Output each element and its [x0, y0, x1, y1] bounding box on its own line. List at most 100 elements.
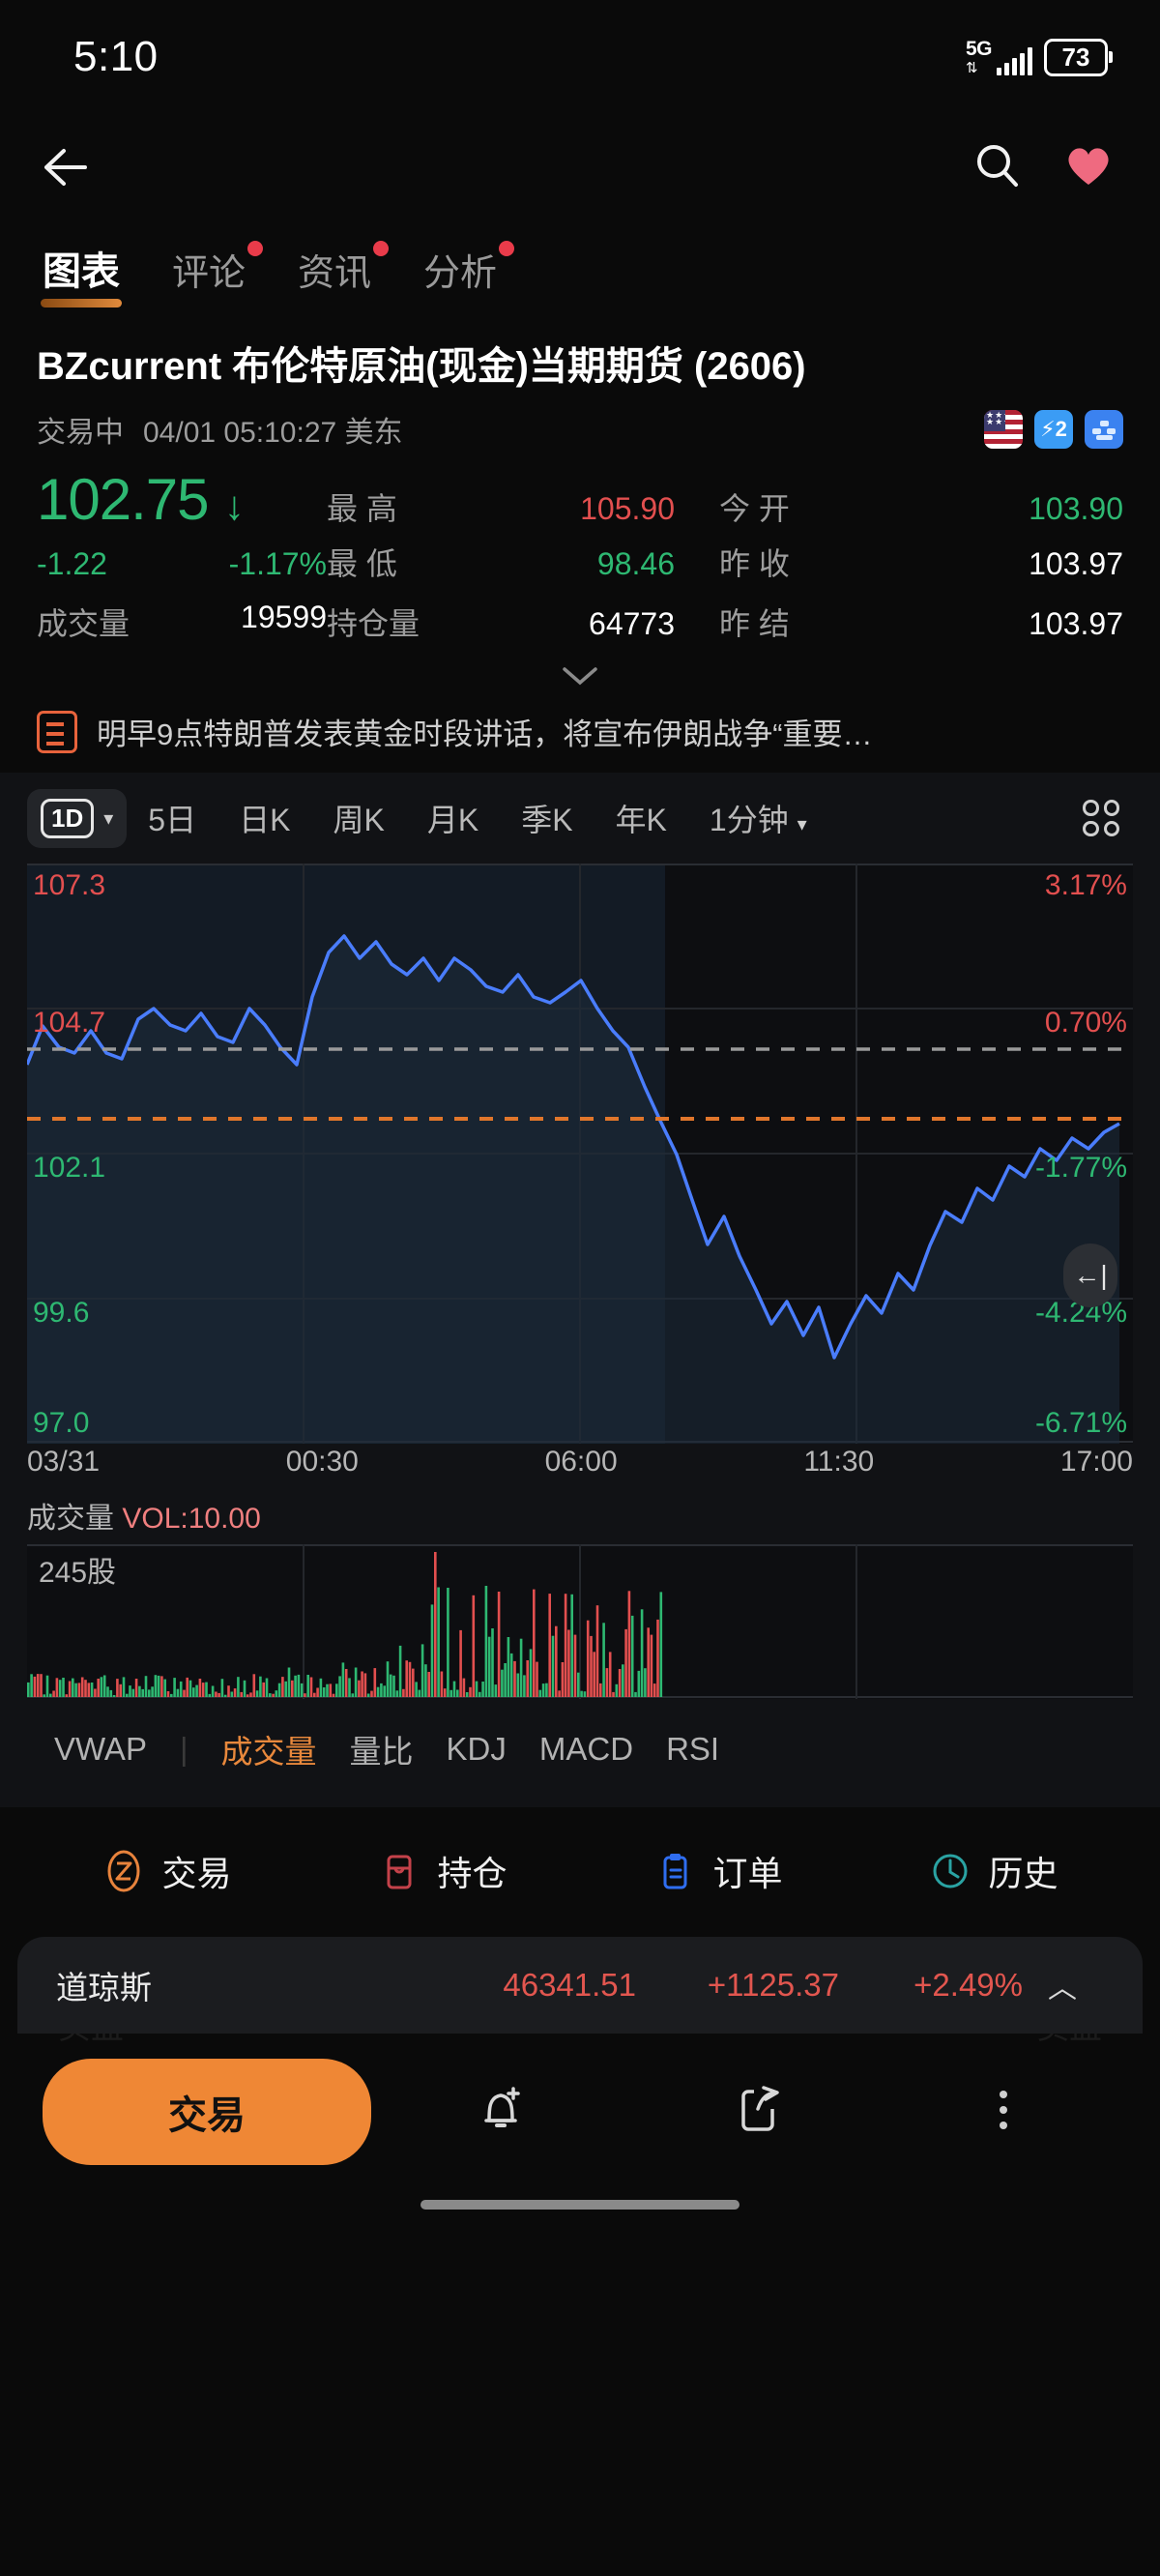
pct-tick-1: 0.70% — [1044, 1007, 1127, 1039]
y-tick-1: 104.7 — [33, 1007, 106, 1039]
indicator-vwap[interactable]: VWAP — [54, 1731, 147, 1767]
x-tick-3: 11:30 — [803, 1446, 875, 1478]
tab-comments-label: 评论 — [172, 253, 246, 294]
prev-close-label: 昨 收 — [719, 546, 790, 581]
action-position[interactable]: 持仓 — [377, 1846, 508, 1896]
grid-layout-icon[interactable] — [1083, 800, 1119, 836]
chevron-up-icon[interactable]: ︿ — [1048, 1973, 1077, 2005]
action-orders[interactable]: 订单 — [652, 1846, 783, 1896]
x-tick-1: 00:30 — [285, 1446, 359, 1478]
back-arrow-icon[interactable] — [37, 136, 99, 198]
search-icon[interactable] — [972, 140, 1023, 195]
bell-plus-icon[interactable] — [476, 2084, 526, 2141]
chart-card: 1D ▾ 5日 日K 周K 月K 季K 年K 1分钟 ▾ — [0, 773, 1160, 1807]
low-label: 最 低 — [327, 546, 397, 581]
instrument-status-row: 交易中 04/01 05:10:27 美东 ★★★★★★ ⚡2 — [0, 396, 1160, 451]
open-label: 今 开 — [719, 491, 790, 526]
volume-y-label: 245股 — [39, 1557, 117, 1589]
quote-row-change: -1.22 -1.17% 最 低 98.46 昨 收 103.97 — [37, 540, 1123, 600]
jump-to-latest-icon[interactable]: ←| — [1063, 1244, 1117, 1307]
section-tabs: 图表 评论 资讯 分析 — [0, 220, 1160, 309]
quote-panel: 102.75 ↓ 最 高 105.90 今 开 103.90 -1.22 -1.… — [0, 451, 1160, 696]
pct-tick-2: -1.77% — [1034, 1152, 1127, 1184]
chart-x-axis: 03/31 00:30 06:00 11:30 17:00 — [0, 1444, 1160, 1478]
action-history[interactable]: 历史 — [928, 1846, 1058, 1896]
network-type-label: 5G — [965, 38, 993, 60]
badge-dot-icon — [373, 241, 390, 256]
timeframe-minute[interactable]: 1分钟 ▾ — [688, 786, 828, 850]
timeframe-quarterly[interactable]: 季K — [521, 803, 573, 837]
volume-label: 成交量 — [37, 606, 130, 641]
prev-settle-label: 昨 结 — [719, 606, 790, 641]
y-tick-0: 107.3 — [33, 869, 106, 901]
index-change-pct: +2.49% — [914, 1967, 1023, 2003]
volume-value: 19599 — [241, 600, 327, 634]
volume-panel-header: 成交量 VOL:10.00 — [0, 1478, 1160, 1544]
timeframe-weekly[interactable]: 周K — [333, 803, 385, 837]
timeframe-minute-label: 1分钟 — [709, 803, 789, 837]
indicator-volume[interactable]: 成交量 — [220, 1734, 317, 1770]
indicator-macd[interactable]: MACD — [538, 1731, 634, 1767]
expand-quote-chevron-down-icon[interactable] — [37, 659, 1123, 696]
news-ticker[interactable]: 明早9点特朗普发表黄金时段讲话，将宣布伊朗战争“重要… — [0, 696, 1160, 773]
status-clock: 5:10 — [73, 33, 159, 80]
low-value: 98.46 — [596, 546, 675, 581]
price-direction-icon: ↓ — [223, 483, 245, 528]
tab-analysis[interactable]: 分析 — [418, 241, 515, 309]
index-value: 46341.51 — [503, 1967, 636, 2003]
tab-chart[interactable]: 图表 — [37, 240, 126, 309]
price-chart-svg — [27, 864, 1133, 1444]
toolbar-spacer — [828, 808, 1083, 828]
position-box-icon — [377, 1849, 421, 1893]
open-interest-label: 持仓量 — [327, 606, 420, 641]
volume-header-value: VOL:10.00 — [122, 1503, 261, 1535]
price-change-pct: -1.17% — [228, 546, 327, 581]
prev-close-value: 103.97 — [1029, 546, 1123, 581]
x-tick-4: 17:00 — [1059, 1446, 1133, 1478]
timeframe-daily[interactable]: 日K — [239, 803, 291, 837]
trade-button[interactable]: 交易 — [43, 2059, 371, 2165]
index-bar[interactable]: 道琼斯 46341.51 +1125.37 +2.49% ︿ — [17, 1937, 1143, 2034]
indicator-rsi[interactable]: RSI — [666, 1731, 720, 1767]
tab-chart-label: 图表 — [43, 250, 120, 293]
action-trade[interactable]: 交易 — [102, 1846, 232, 1896]
price-chart[interactable]: 107.3 104.7 102.1 99.6 97.0 3.17% 0.70% … — [0, 864, 1160, 1444]
share-icon[interactable] — [735, 2084, 785, 2141]
heart-icon[interactable] — [1063, 141, 1114, 194]
timeframe-selected[interactable]: 1D ▾ — [27, 788, 128, 848]
index-name: 道琼斯 — [56, 1970, 152, 2005]
open-interest-value: 64773 — [589, 606, 675, 641]
gold-bars-icon[interactable] — [1085, 410, 1123, 449]
timeframe-monthly[interactable]: 月K — [426, 803, 479, 837]
tab-comments[interactable]: 评论 — [166, 241, 264, 309]
tab-analysis-label: 分析 — [423, 253, 498, 294]
timeframe-yearly[interactable]: 年K — [615, 803, 667, 837]
home-indicator — [420, 2200, 740, 2210]
status-indicators: 5G ⇅ 73 — [966, 38, 1108, 76]
action-position-label: 持仓 — [437, 1854, 508, 1893]
volume-chart[interactable]: 245股 — [0, 1544, 1160, 1699]
level2-icon[interactable]: ⚡2 — [1034, 410, 1073, 449]
volume-chart-svg — [27, 1544, 1133, 1699]
x-tick-2: 06:00 — [544, 1446, 618, 1478]
indicator-volume-ratio[interactable]: 量比 — [349, 1734, 414, 1770]
history-clock-icon — [928, 1849, 972, 1893]
tab-news[interactable]: 资讯 — [292, 241, 390, 309]
battery-indicator: 73 — [1044, 38, 1108, 76]
quote-row-primary: 102.75 ↓ 最 高 105.90 今 开 103.90 — [37, 466, 1123, 540]
pct-tick-0: 3.17% — [1044, 869, 1127, 901]
order-clipboard-icon — [652, 1849, 697, 1893]
tab-news-label: 资讯 — [298, 253, 372, 294]
action-trade-label: 交易 — [161, 1854, 232, 1893]
indicator-kdj[interactable]: KDJ — [446, 1731, 507, 1767]
more-vertical-icon[interactable] — [994, 2084, 1013, 2141]
data-arrows-icon: ⇅ — [965, 60, 978, 76]
prev-settle-value: 103.97 — [1029, 606, 1123, 641]
timeframe-5d[interactable]: 5日 — [148, 803, 197, 837]
status-bar: 5:10 5G ⇅ 73 — [0, 0, 1160, 114]
news-headline: 明早9点特朗普发表黄金时段讲话，将宣布伊朗战争“重要… — [97, 717, 873, 751]
x-tick-0: 03/31 — [27, 1446, 101, 1478]
signal-indicator: 5G ⇅ — [966, 39, 1032, 75]
us-flag-icon: ★★★★★★ — [984, 410, 1023, 449]
